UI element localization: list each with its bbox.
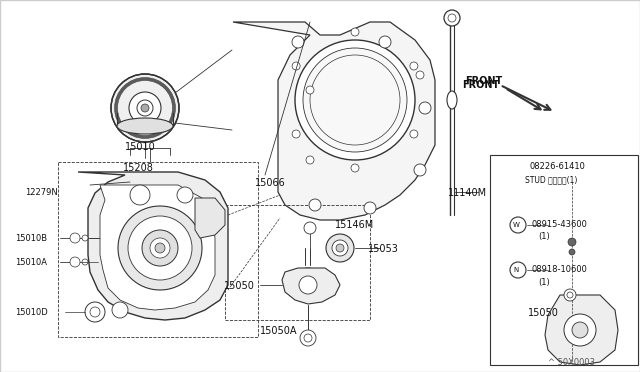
- Circle shape: [564, 289, 576, 301]
- Circle shape: [416, 71, 424, 79]
- Text: 15050A: 15050A: [260, 326, 298, 336]
- Text: FRONT: FRONT: [465, 76, 502, 86]
- Polygon shape: [545, 295, 618, 365]
- Circle shape: [300, 274, 316, 290]
- Polygon shape: [282, 268, 340, 304]
- Circle shape: [292, 130, 300, 138]
- Text: 15010B: 15010B: [15, 234, 47, 243]
- Text: ^ 50X0003: ^ 50X0003: [548, 358, 595, 367]
- Circle shape: [309, 199, 321, 211]
- Text: W: W: [513, 222, 520, 228]
- Circle shape: [155, 243, 165, 253]
- Ellipse shape: [141, 104, 149, 112]
- Circle shape: [306, 156, 314, 164]
- Text: 08915-43600: 08915-43600: [532, 220, 588, 229]
- Polygon shape: [78, 172, 228, 320]
- Text: N: N: [513, 267, 518, 273]
- Circle shape: [292, 62, 300, 70]
- Circle shape: [118, 206, 202, 290]
- Circle shape: [299, 276, 317, 294]
- Circle shape: [414, 164, 426, 176]
- Text: 11140M: 11140M: [448, 188, 487, 198]
- Circle shape: [364, 202, 376, 214]
- Circle shape: [326, 234, 354, 262]
- Circle shape: [112, 302, 128, 318]
- Bar: [490, 155, 638, 365]
- Ellipse shape: [137, 100, 153, 116]
- Circle shape: [177, 187, 193, 203]
- Circle shape: [142, 230, 178, 266]
- Ellipse shape: [129, 92, 161, 124]
- Circle shape: [130, 185, 150, 205]
- Ellipse shape: [117, 118, 173, 134]
- Circle shape: [332, 240, 348, 256]
- Polygon shape: [233, 22, 435, 220]
- Text: STUD スタッド(1): STUD スタッド(1): [525, 175, 577, 184]
- Circle shape: [82, 235, 88, 241]
- Text: 08918-10600: 08918-10600: [532, 265, 588, 274]
- Text: 15053: 15053: [368, 244, 399, 254]
- Circle shape: [410, 130, 418, 138]
- Text: 08226-61410: 08226-61410: [530, 162, 586, 171]
- Circle shape: [510, 262, 526, 278]
- Circle shape: [572, 322, 588, 338]
- Circle shape: [379, 36, 391, 48]
- Polygon shape: [117, 113, 173, 126]
- Text: (1): (1): [538, 278, 550, 287]
- Circle shape: [128, 216, 192, 280]
- Text: FRONT: FRONT: [462, 80, 499, 90]
- Circle shape: [150, 238, 170, 258]
- Ellipse shape: [111, 74, 179, 142]
- Circle shape: [70, 233, 80, 243]
- Circle shape: [304, 334, 312, 342]
- Circle shape: [306, 86, 314, 94]
- Text: 15208: 15208: [123, 163, 154, 173]
- Circle shape: [569, 249, 575, 255]
- Text: 15146M: 15146M: [335, 220, 374, 230]
- Circle shape: [351, 28, 359, 36]
- Polygon shape: [195, 198, 225, 238]
- Circle shape: [336, 244, 344, 252]
- Circle shape: [295, 40, 415, 160]
- Circle shape: [303, 48, 407, 152]
- Circle shape: [567, 292, 573, 298]
- Circle shape: [85, 302, 105, 322]
- Circle shape: [304, 222, 316, 234]
- Circle shape: [300, 330, 316, 346]
- Circle shape: [510, 217, 526, 233]
- Text: (1): (1): [538, 232, 550, 241]
- Circle shape: [82, 259, 88, 265]
- Circle shape: [564, 314, 596, 346]
- Circle shape: [292, 36, 304, 48]
- Circle shape: [351, 164, 359, 172]
- Text: 15010A: 15010A: [15, 258, 47, 267]
- Polygon shape: [100, 185, 215, 310]
- Bar: [225, 205, 370, 320]
- Circle shape: [419, 102, 431, 114]
- Text: 15050: 15050: [528, 308, 559, 318]
- Bar: [58, 162, 258, 337]
- Circle shape: [70, 257, 80, 267]
- Circle shape: [568, 238, 576, 246]
- Text: 12279N: 12279N: [25, 188, 58, 197]
- Text: 15010: 15010: [125, 142, 156, 152]
- Text: 15066: 15066: [255, 178, 285, 188]
- Circle shape: [410, 62, 418, 70]
- Text: 15050: 15050: [224, 281, 255, 291]
- Ellipse shape: [447, 91, 457, 109]
- Circle shape: [444, 10, 460, 26]
- Circle shape: [90, 307, 100, 317]
- Text: 15010D: 15010D: [15, 308, 48, 317]
- Circle shape: [294, 268, 322, 296]
